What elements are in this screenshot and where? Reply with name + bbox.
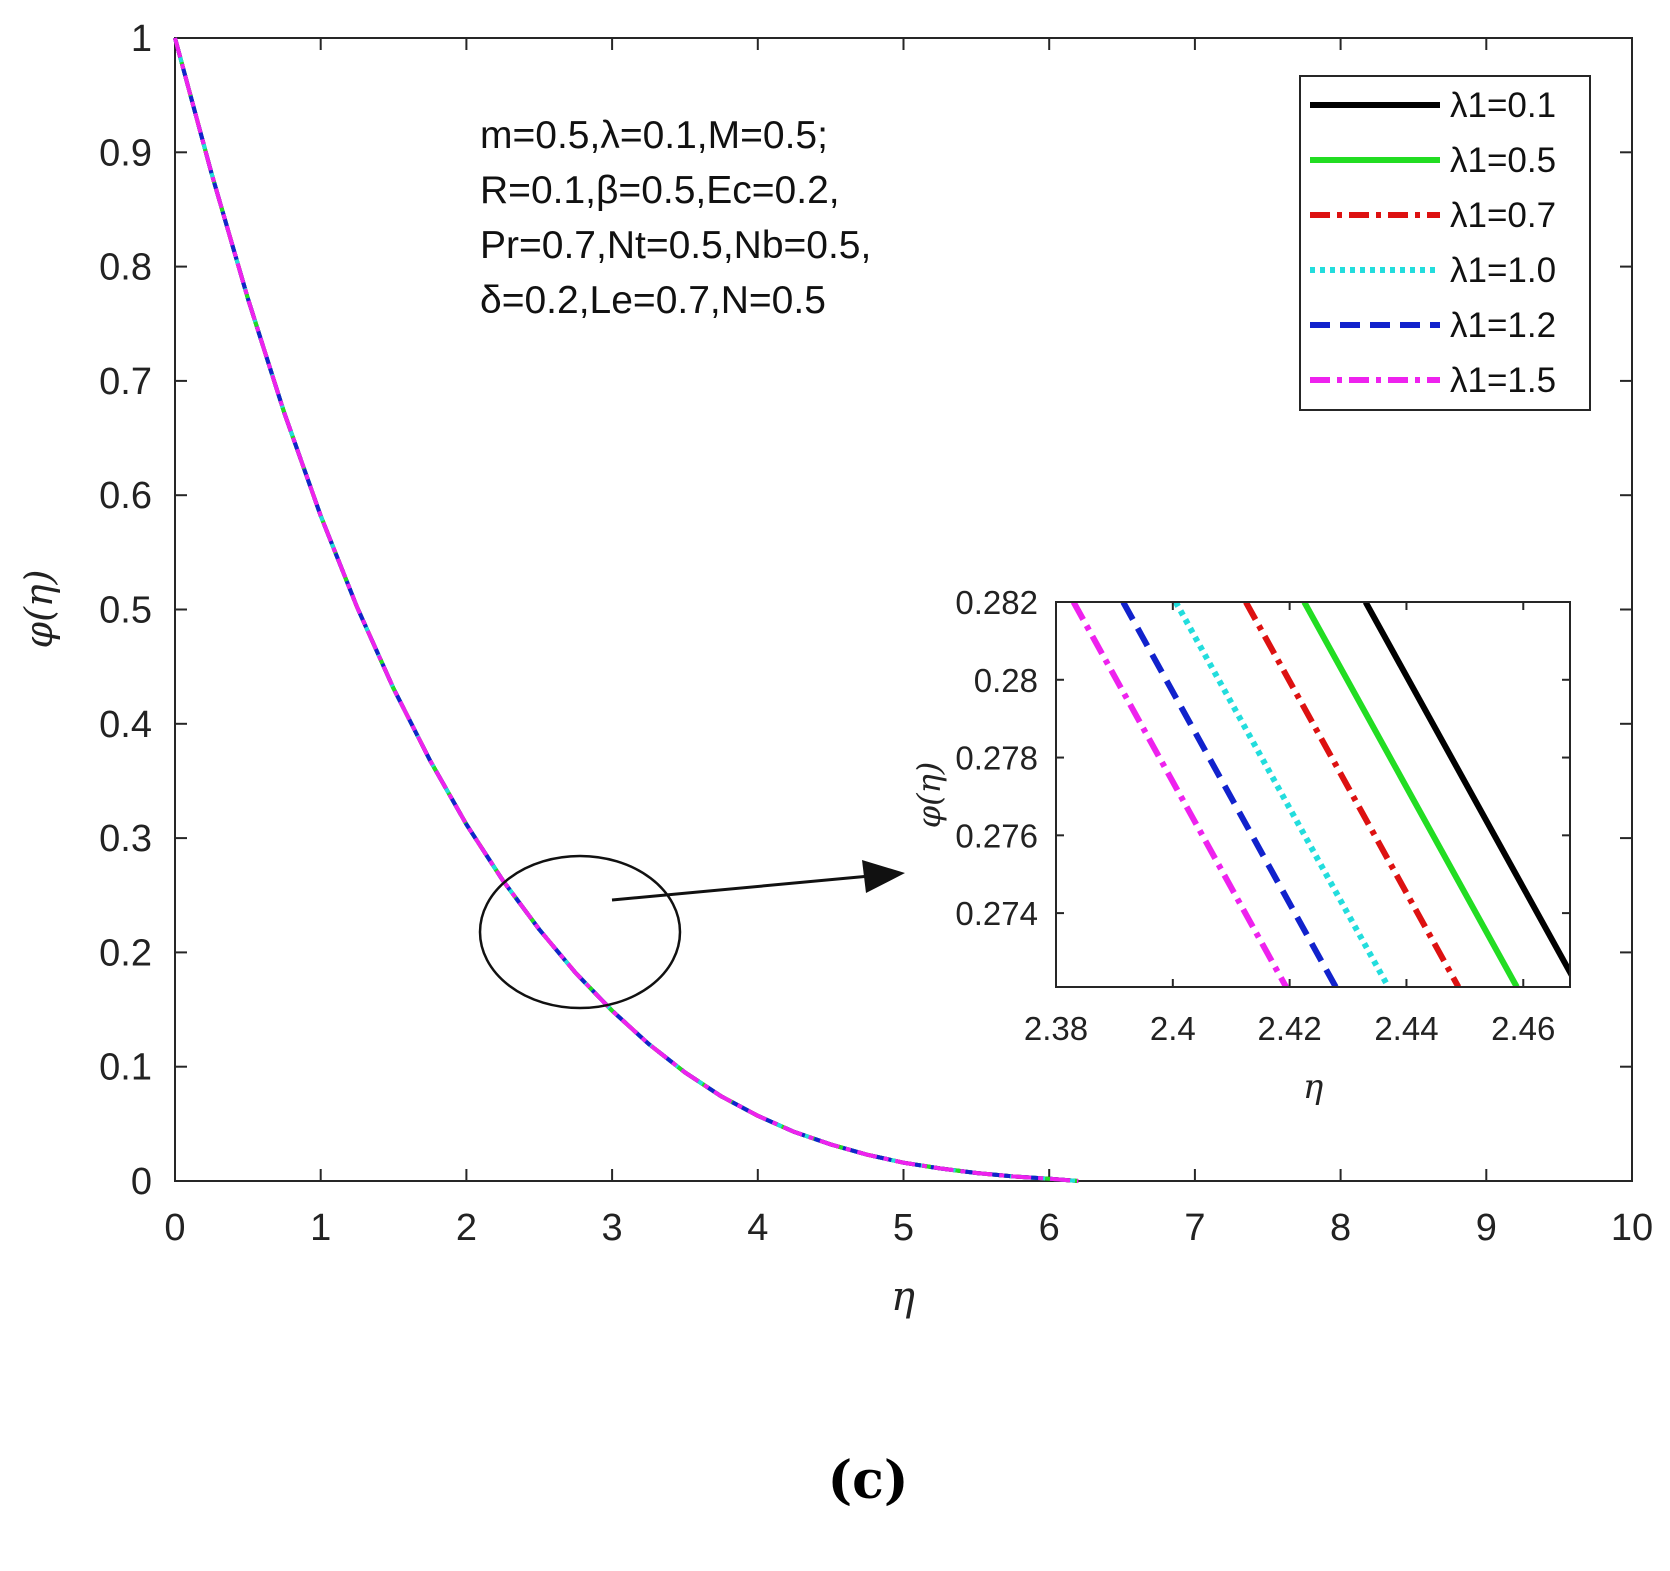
y-tick-label: 0.8 [99,247,152,289]
inset-axes: 2.38 2.4 2.42 2.44 2.46 0.274 0.276 0.278 0.28 0… [910,584,1571,1107]
parameter-annotation: m=0.5,λ=0.1,M=0.5; R=0.1,β=0.5,Ec=0.2, Pr=… [480,114,871,322]
legend-label: λ1=0.5 [1450,141,1556,180]
zoom-arrow [611,874,871,902]
legend: λ1=0.1 λ1=0.5 λ1=0.7 λ1=1.0 λ1=1.2 λ1=1.5 [1299,75,1591,411]
legend-label: λ1=1.2 [1450,306,1556,345]
inset-x-label: η [1303,1067,1324,1107]
legend-label: λ1=1.5 [1450,361,1556,400]
inset-y-tick-label: 0.276 [955,817,1038,854]
y-tick-label: 0.1 [99,1047,152,1089]
main-y-label: φ(η) [17,569,61,648]
inset-x-tick-label: 2.42 [1258,1010,1322,1047]
x-tick-label: 1 [310,1207,331,1249]
y-tick-label: 0.7 [99,361,152,403]
annotation-line: m=0.5,λ=0.1,M=0.5; [480,114,828,157]
y-tick-label: 0.6 [99,475,152,517]
x-tick-label: 5 [893,1207,914,1249]
panel-label: (c) [828,1450,909,1511]
x-tick-label: 6 [1039,1207,1060,1249]
series-line-6 [173,37,1079,1183]
x-tick-label: 3 [602,1207,623,1249]
x-tick-label: 10 [1611,1207,1653,1249]
inset-y-tick-label: 0.278 [955,740,1038,777]
legend-label: λ1=0.1 [1450,86,1556,125]
annotation-line: R=0.1,β=0.5,Ec=0.2, [480,169,840,212]
y-tick-label: 0.9 [99,132,152,174]
main-x-label: η [891,1274,915,1320]
inset-plot-frame [1055,601,1571,988]
inset-x-tick-label: 2.46 [1491,1010,1555,1047]
x-tick-label: 8 [1330,1207,1351,1249]
inset-y-tick-label: 0.274 [955,895,1038,932]
annotation-line: Pr=0.7,Nt=0.5,Nb=0.5, [480,224,871,267]
inset-y-label: φ(η) [910,762,948,829]
inset-x-tick-label: 2.4 [1150,1010,1196,1047]
arrow-head [862,860,905,893]
legend-box [1299,75,1591,411]
y-tick-label: 0.3 [99,818,152,860]
zoom-ellipse [478,854,682,1010]
legend-label: λ1=0.7 [1450,196,1556,235]
inset-x-tick-label: 2.44 [1374,1010,1438,1047]
x-tick-label: 2 [456,1207,477,1249]
inset-series-line-1 [1362,602,1570,979]
y-tick-label: 1 [131,18,152,60]
legend-label: λ1=1.0 [1450,251,1556,290]
inset-series-line-6 [1070,602,1289,987]
y-tick-label: 0.4 [99,704,152,746]
inset-series-line-4 [1173,602,1391,987]
inset-series-line-5 [1120,602,1339,987]
y-tick-label: 0.2 [99,932,152,974]
annotation-line: δ=0.2,Le=0.7,N=0.5 [480,279,826,322]
inset-series-line-2 [1301,602,1520,987]
y-tick-label: 0 [131,1161,152,1203]
x-tick-label: 4 [747,1207,768,1249]
y-tick-label: 0.5 [99,590,152,632]
x-tick-label: 7 [1184,1207,1205,1249]
x-tick-label: 0 [164,1207,185,1249]
main-axes: 0 1 2 3 4 5 6 7 8 9 10 0 0.1 0.2 0.3 0.4 0.5 0.6 0.7 0.8 0.… [17,18,1653,1320]
inset-series-line-3 [1243,602,1462,987]
inset-y-tick-label: 0.282 [955,584,1038,621]
inset-x-tick-label: 2.38 [1024,1010,1088,1047]
x-tick-label: 9 [1476,1207,1497,1249]
inset-y-tick-label: 0.28 [974,662,1038,699]
